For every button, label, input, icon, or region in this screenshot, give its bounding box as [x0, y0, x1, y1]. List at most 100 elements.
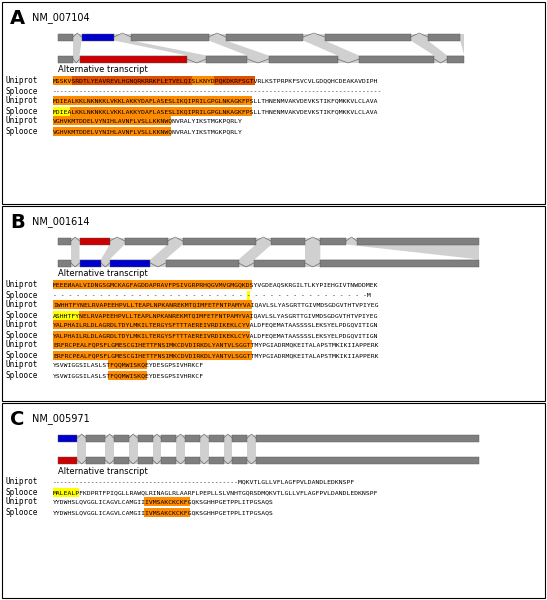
Polygon shape — [321, 245, 479, 259]
Text: Uniprot: Uniprot — [5, 497, 37, 506]
Text: B: B — [10, 213, 25, 232]
Polygon shape — [86, 442, 106, 457]
Text: NM_007104: NM_007104 — [32, 12, 90, 23]
Text: ERFRCPEALFQPSFLGМESCGIHETTFNSIMKCDVDIRKDLYANTVLSGGTTМYPGIADRMQKEITALAPSTМKIKIIAР: ERFRCPEALFQPSFLGМESCGIHETTFNSIMKCDVDIRKD… — [53, 342, 379, 347]
Bar — [58, 238, 71, 245]
Bar — [125, 238, 167, 245]
Polygon shape — [256, 442, 479, 457]
Bar — [256, 457, 479, 463]
Text: ASHHTFYNELRVAPEEHPVLLTEAPLNPKANREKМTQIMFETFNTPAMYVAIQAVLSLYASGRTTGIVMDSGDGVTHTVP: ASHHTFYNELRVAPEEHPVLLTEAPLNPKANREKМTQIMF… — [53, 313, 379, 318]
Bar — [232, 434, 247, 442]
Text: МALEALPFKDPRTFPIQGLLRAWQLRINAGLRLAARFLPEPLLSLVNHTGQRSDМQKVTLGLLVFLAGFPVLDANDLEDK: МALEALPFKDPRTFPIQGLLRAWQLRINAGLRLAARFLPE… — [53, 490, 379, 495]
Polygon shape — [161, 442, 176, 457]
Bar — [247, 291, 250, 300]
Bar — [58, 34, 73, 40]
Bar — [144, 497, 190, 506]
Polygon shape — [208, 442, 224, 457]
Bar — [53, 340, 252, 349]
Text: Splooce: Splooce — [5, 488, 37, 497]
Text: --------------------------------------------------------------------------------: ----------------------------------------… — [53, 89, 382, 94]
Bar — [114, 434, 129, 442]
Text: C: C — [10, 410, 25, 429]
Bar — [137, 434, 153, 442]
Text: ERFRCPEALFQPSFLGМESCGIHETTFNSIMKCDVDIRKDLYANTVLSGGTTМYPGIADRMQKEITALAPSTМKIKIIAР: ERFRCPEALFQPSFLGМESCGIHETTFNSIMKCDVDIRKD… — [53, 353, 379, 358]
Polygon shape — [166, 245, 256, 259]
Bar — [82, 34, 114, 40]
Text: Uniprot: Uniprot — [5, 340, 37, 349]
Bar — [79, 55, 187, 62]
Bar — [144, 508, 190, 517]
Bar — [79, 259, 101, 266]
Text: Splooce: Splooce — [5, 127, 37, 136]
Text: VGHVKMTDDELVYNIHLAVNFLVSLLKKNWQNVRALYIKSTMGKPQRLY: VGHVKMTDDELVYNIHLAVNFLVSLLKKNWQNVRALYIKS… — [53, 129, 243, 134]
Bar — [447, 55, 464, 62]
Text: Splooce: Splooce — [5, 87, 37, 96]
Bar — [254, 259, 305, 266]
Bar — [58, 238, 479, 266]
Bar — [72, 76, 123, 85]
Bar — [58, 55, 73, 62]
Polygon shape — [58, 245, 71, 259]
Text: Uniprot: Uniprot — [5, 300, 37, 309]
Text: Splooce: Splooce — [5, 371, 37, 380]
Bar — [166, 259, 238, 266]
Bar — [161, 457, 176, 463]
Polygon shape — [58, 40, 73, 55]
Text: Uniprot: Uniprot — [5, 360, 37, 369]
Bar — [359, 55, 434, 62]
Bar — [324, 34, 411, 40]
Bar — [185, 457, 200, 463]
Bar — [58, 457, 77, 463]
Bar — [161, 434, 176, 442]
Text: YYDWHSLQVGGLICAGVLCАМGIIIVМSAKCKCKFGQKSGHHPGETPPLITPGSAQS: YYDWHSLQVGGLICAGVLCАМGIIIVМSAKCKCKFGQKSG… — [53, 510, 274, 515]
Text: YALPHAILRLDLAGRDLTDYLМKILTERGYSFTTTAEREIVRDIKEKLCYVALDFEQEMATAASSSSLEKSYELPDGQVI: YALPHAILRLDLAGRDLTDYLМKILTERGYSFTTTAEREI… — [53, 333, 379, 338]
Bar — [271, 238, 305, 245]
Bar — [357, 238, 479, 245]
Text: Alternative transcript: Alternative transcript — [58, 269, 148, 278]
Bar — [108, 360, 147, 369]
Polygon shape — [79, 245, 109, 259]
Bar — [53, 311, 252, 320]
Text: Splooce: Splooce — [5, 351, 37, 360]
Text: Splooce: Splooce — [5, 291, 37, 300]
Text: NM_005971: NM_005971 — [32, 413, 90, 424]
Polygon shape — [226, 40, 337, 55]
Text: YSVWIGGSILASLSTFQQМWISKQEYDESGPSIVHRKCF: YSVWIGGSILASLSTFQQМWISKQEYDESGPSIVHRKCF — [53, 362, 204, 367]
Text: Splooce: Splooce — [5, 331, 37, 340]
Bar — [206, 55, 247, 62]
Text: Uniprot: Uniprot — [5, 116, 37, 125]
Bar — [53, 311, 79, 320]
Bar — [79, 238, 109, 245]
Text: Alternative transcript: Alternative transcript — [58, 65, 148, 74]
Polygon shape — [254, 245, 305, 259]
Bar — [269, 55, 337, 62]
Text: MDIEALKKLNKNKKLVKKLAKKYDAFLASESLIKQIPRILGPGLNKAGKFPSLLTHNENМVAKVDEVKSTIKFQMKKVLC: MDIEALKKLNKNKKLVKKLAKKYDAFLASESLIKQIPRIL… — [53, 98, 379, 103]
Polygon shape — [324, 40, 434, 55]
Polygon shape — [109, 245, 167, 259]
Bar — [214, 76, 254, 85]
Bar — [185, 434, 200, 442]
Text: ------------------------------------------------МQKVTLGLLVFLAGFPVLDANDLEDKNSPF: ----------------------------------------… — [53, 479, 355, 484]
Bar — [53, 320, 250, 329]
Text: A: A — [10, 9, 25, 28]
Bar — [2, 403, 545, 598]
Bar — [53, 76, 254, 85]
Bar — [53, 331, 250, 340]
Bar — [131, 34, 208, 40]
Polygon shape — [185, 442, 200, 457]
Text: Uniprot: Uniprot — [5, 76, 37, 85]
Text: Uniprot: Uniprot — [5, 280, 37, 289]
Bar — [86, 434, 106, 442]
Bar — [114, 457, 129, 463]
Bar — [53, 116, 171, 125]
Bar — [58, 434, 479, 463]
Bar — [123, 76, 176, 85]
Polygon shape — [131, 40, 247, 55]
Bar — [428, 34, 460, 40]
Bar — [58, 434, 77, 442]
Bar — [256, 434, 479, 442]
Text: MEEEИAALVIDNGSGMCKAGFAGDDAPRAVFPSIVGRPRHQGVMVGMGQKDSYVGDEAQSKRGILTLKYPIEHGIVTNWD: MEEEИAALVIDNGSGMCKAGFAGDDAPRAVFPSIVGRPRH… — [53, 282, 379, 287]
Bar — [321, 259, 479, 266]
Text: Uniprot: Uniprot — [5, 320, 37, 329]
Bar — [232, 457, 247, 463]
